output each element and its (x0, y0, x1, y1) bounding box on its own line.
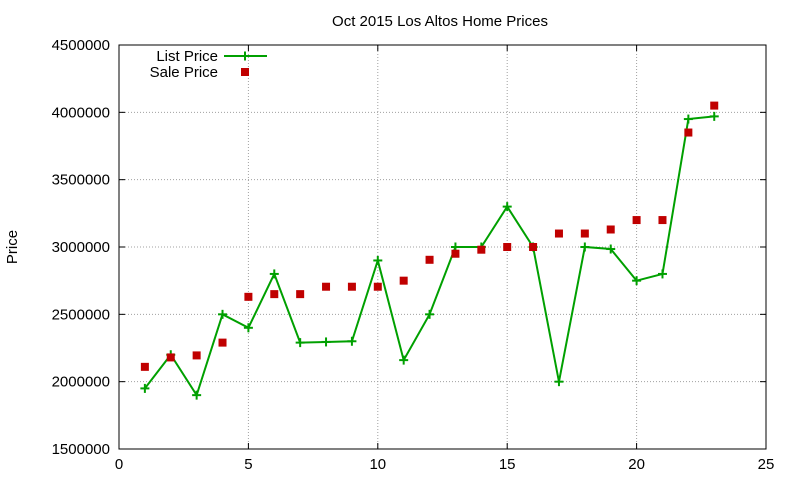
list-price-point (373, 255, 383, 265)
list-price-point (425, 309, 435, 319)
y-tick-label: 1500000 (52, 441, 110, 458)
sale-price-point (451, 249, 460, 258)
sale-price-point (166, 353, 175, 362)
sale-price-point (270, 290, 279, 299)
ticks: 0 5 10 15 20 25 1500000 2000000 2500000 3000000 35… (52, 37, 775, 473)
list-price-point (632, 276, 642, 286)
grid (119, 45, 766, 449)
legend-square-swatch (241, 68, 249, 76)
sale-price-point (347, 282, 356, 291)
x-tick-label: 15 (499, 456, 516, 473)
y-tick-label: 3500000 (52, 172, 110, 189)
chart-title: Oct 2015 Los Altos Home Prices (332, 13, 548, 30)
list-price-point (399, 355, 409, 365)
y-tick-label: 4000000 (52, 104, 110, 121)
list-price-point (243, 323, 253, 333)
list-price-point (269, 269, 279, 279)
sale-price-point (632, 216, 641, 225)
sale-price-point (710, 101, 719, 110)
x-tick-label: 25 (758, 456, 775, 473)
sale-price-point (684, 128, 693, 137)
sale-price-point (373, 282, 382, 291)
y-axis-label: Price (4, 230, 21, 264)
sale-price-point (529, 243, 538, 251)
series (140, 101, 719, 400)
list-price-point (580, 242, 590, 252)
list-price-point (657, 269, 667, 279)
list-price-point (554, 377, 564, 387)
x-tick-label: 10 (369, 456, 386, 473)
sale-price-point (425, 255, 434, 264)
sale-price-point (580, 229, 589, 238)
sale-price-point (606, 225, 615, 234)
y-tick-label: 2000000 (52, 374, 110, 391)
sale-price-point (192, 351, 201, 360)
sale-price-point (503, 243, 512, 251)
x-tick-label: 0 (115, 456, 123, 473)
list-price-point (140, 383, 150, 393)
list-price-line (144, 115, 715, 398)
x-tick-label: 20 (628, 456, 645, 473)
list-price-point (192, 390, 202, 400)
sale-price-point (554, 229, 563, 238)
list-price-point (709, 111, 719, 121)
sale-price-point (658, 216, 667, 225)
list-price-point (606, 244, 616, 254)
sale-price-point (399, 276, 408, 285)
list-price-point (347, 336, 357, 346)
sale-price-point (244, 292, 253, 301)
legend-label: List Price (156, 48, 218, 65)
sale-price-point (477, 245, 486, 254)
list-price-point (683, 114, 693, 124)
sale-price-point (322, 282, 331, 291)
y-tick-label: 3000000 (52, 239, 110, 256)
sale-price-point (140, 362, 149, 371)
legend-plus-marker (240, 51, 250, 61)
list-price-point (502, 202, 512, 212)
sale-price-point (218, 338, 227, 347)
list-price-point (321, 337, 331, 347)
y-tick-label: 4500000 (52, 37, 110, 54)
sale-price-point (296, 290, 305, 299)
y-tick-label: 2500000 (52, 306, 110, 323)
list-price-point (218, 309, 228, 319)
list-price-point (295, 338, 305, 348)
x-tick-label: 5 (244, 456, 252, 473)
legend-label: Sale Price (150, 64, 218, 81)
